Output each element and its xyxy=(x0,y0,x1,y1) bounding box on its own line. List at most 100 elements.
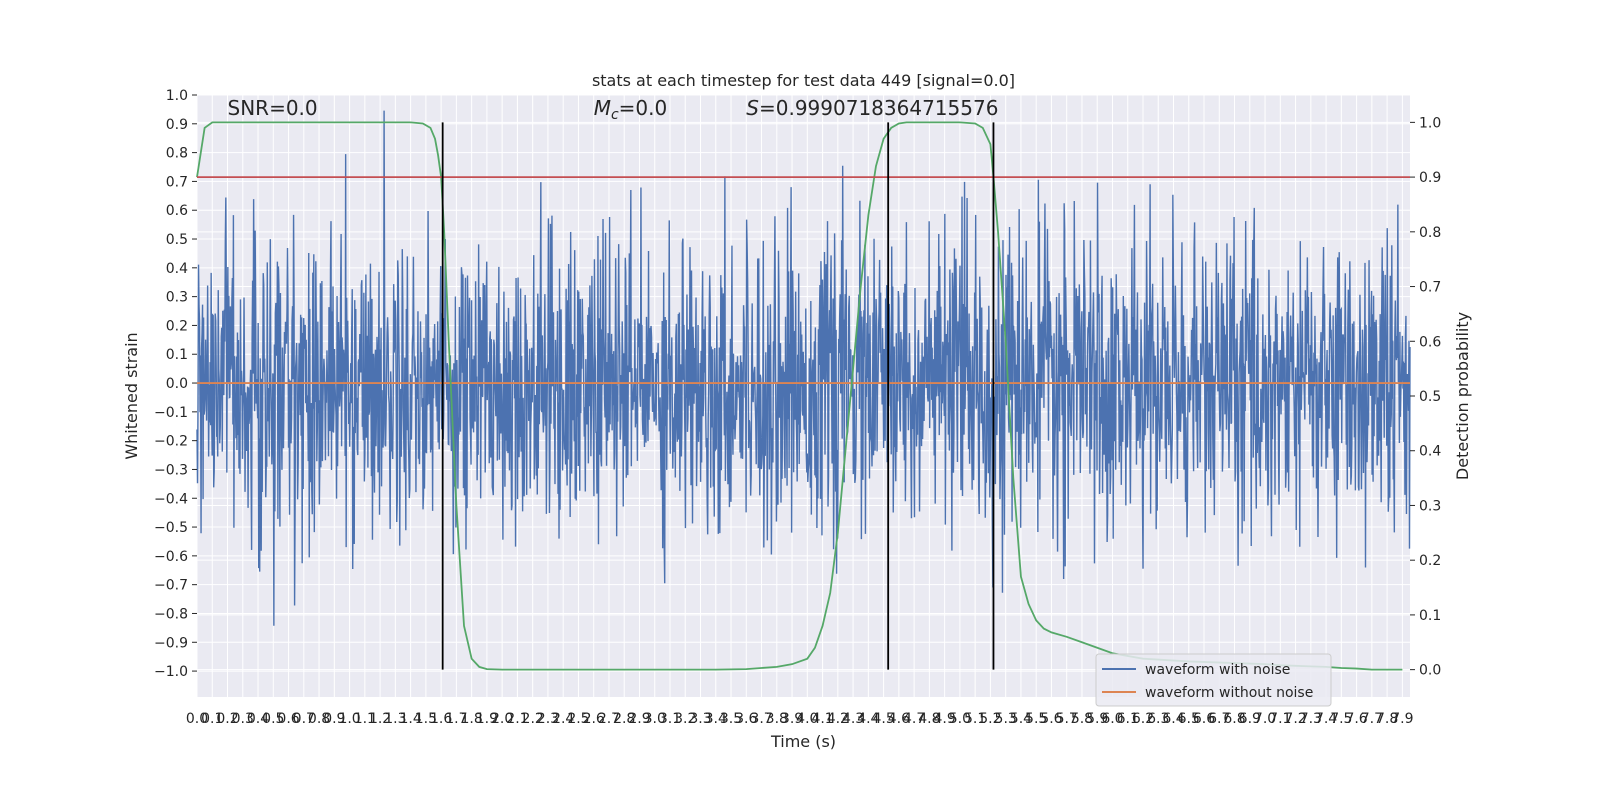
y-axis-label: Whitened strain xyxy=(122,332,141,459)
x-tick-label: 0.6 xyxy=(277,711,299,727)
y2-tick-label: 0.4 xyxy=(1419,444,1441,460)
x-tick-label: 6.4 xyxy=(1162,711,1184,727)
y-tick-label: −0.6 xyxy=(154,549,188,565)
x-tick-label: 0.8 xyxy=(308,711,330,727)
x-tick-label: 3.0 xyxy=(644,711,666,727)
x-tick-label: 6.1 xyxy=(1117,711,1139,727)
x-tick-label: 2.8 xyxy=(613,711,635,727)
x-tick-label: 1.0 xyxy=(338,711,360,727)
x-tick-label: 5.4 xyxy=(1010,711,1032,727)
x-tick-label: 7.0 xyxy=(1254,711,1276,727)
x-tick-label: 1.2 xyxy=(369,711,391,727)
x-tick-label: 1.4 xyxy=(399,711,421,727)
x-axis-ticks: 0.00.10.20.30.40.50.60.70.80.91.01.11.21… xyxy=(186,711,1414,727)
legend-entry-waveform-without-noise: waveform without noise xyxy=(1145,685,1313,701)
x-tick-label: 3.7 xyxy=(750,711,772,727)
x-tick-label: 4.3 xyxy=(842,711,864,727)
y-tick-label: 0.6 xyxy=(166,203,188,219)
x-tick-label: 2.3 xyxy=(537,711,559,727)
x-tick-label: 4.0 xyxy=(796,711,818,727)
x-tick-label: 3.5 xyxy=(720,711,742,727)
annotation: S=0.9990718364715576 xyxy=(746,96,998,120)
x-tick-label: 2.6 xyxy=(583,711,605,727)
x-tick-label: 5.7 xyxy=(1056,711,1078,727)
x-tick-label: 2.2 xyxy=(522,711,544,727)
x-tick-label: 6.9 xyxy=(1239,711,1261,727)
x-tick-label: 6.0 xyxy=(1101,711,1123,727)
x-tick-label: 4.6 xyxy=(888,711,910,727)
y2-tick-label: 0.3 xyxy=(1419,498,1441,514)
x-tick-label: 5.6 xyxy=(1040,711,1062,727)
x-tick-label: 4.7 xyxy=(903,711,925,727)
x-tick-label: 5.8 xyxy=(1071,711,1093,727)
annotation-value: =0.9990718364715576 xyxy=(759,96,998,120)
x-tick-label: 6.6 xyxy=(1193,711,1215,727)
y2-tick-label: 0.0 xyxy=(1419,663,1441,679)
y2-tick-label: 0.8 xyxy=(1419,225,1441,241)
x-tick-label: 1.5 xyxy=(415,711,437,727)
x-tick-label: 0.0 xyxy=(186,711,208,727)
x-tick-label: 5.0 xyxy=(949,711,971,727)
x-tick-label: 5.9 xyxy=(1086,711,1108,727)
x-tick-label: 1.9 xyxy=(476,711,498,727)
x-tick-label: 3.1 xyxy=(659,711,681,727)
y-tick-label: 0.4 xyxy=(166,261,188,277)
x-tick-label: 7.7 xyxy=(1361,711,1383,727)
x-tick-label: 3.4 xyxy=(705,711,727,727)
y-tick-label: 0.8 xyxy=(166,146,188,162)
x-tick-label: 1.3 xyxy=(384,711,406,727)
x-tick-label: 3.2 xyxy=(674,711,696,727)
x-tick-label: 7.3 xyxy=(1300,711,1322,727)
annotation-symbol: M xyxy=(594,96,611,120)
y-tick-label: −1.0 xyxy=(154,664,188,680)
y2-tick-label: 0.7 xyxy=(1419,280,1441,296)
y-tick-label: 0.1 xyxy=(166,347,188,363)
x-tick-label: 4.5 xyxy=(872,711,894,727)
x-tick-label: 6.5 xyxy=(1178,711,1200,727)
legend: waveform with noise waveform without noi… xyxy=(1095,653,1332,707)
x-tick-label: 7.1 xyxy=(1269,711,1291,727)
y-tick-label: 0.9 xyxy=(166,117,188,133)
y2-tick-label: 0.1 xyxy=(1419,608,1441,624)
y2-axis-label: Detection probability xyxy=(1453,312,1472,480)
y2-tick-label: 0.6 xyxy=(1419,334,1441,350)
x-tick-label: 2.4 xyxy=(552,711,574,727)
y-tick-label: 0.2 xyxy=(166,318,188,334)
x-tick-label: 5.2 xyxy=(979,711,1001,727)
y2-tick-label: 0.5 xyxy=(1419,389,1441,405)
y2-tick-label: 0.2 xyxy=(1419,553,1441,569)
annotation-value: =0.0 xyxy=(619,96,668,120)
x-tick-label: 0.3 xyxy=(232,711,254,727)
x-tick-label: 2.9 xyxy=(628,711,650,727)
annotations: SNR=0.0 Mc=0.0 S=0.9990718364715576 xyxy=(228,96,999,123)
x-tick-label: 1.1 xyxy=(354,711,376,727)
x-tick-label: 0.9 xyxy=(323,711,345,727)
x-tick-label: 1.7 xyxy=(445,711,467,727)
legend-box xyxy=(1095,653,1332,707)
x-tick-label: 6.3 xyxy=(1147,711,1169,727)
x-tick-label: 4.4 xyxy=(857,711,879,727)
y-tick-label: −0.8 xyxy=(154,606,188,622)
y-tick-label: 0.3 xyxy=(166,290,188,306)
x-axis-label: Time (s) xyxy=(770,732,836,751)
x-tick-label: 0.2 xyxy=(216,711,238,727)
annotation-subscript: c xyxy=(611,107,619,123)
x-tick-label: 7.2 xyxy=(1284,711,1306,727)
x-tick-label: 5.1 xyxy=(964,711,986,727)
x-tick-label: 5.5 xyxy=(1025,711,1047,727)
x-tick-label: 3.3 xyxy=(689,711,711,727)
annotation: SNR=0.0 xyxy=(228,96,318,120)
x-tick-label: 3.6 xyxy=(735,711,757,727)
x-tick-label: 4.1 xyxy=(811,711,833,727)
x-tick-label: 6.7 xyxy=(1208,711,1230,727)
annotation-symbol: S xyxy=(746,96,759,120)
x-tick-label: 0.4 xyxy=(247,711,269,727)
x-tick-label: 0.7 xyxy=(293,711,315,727)
x-tick-label: 6.2 xyxy=(1132,711,1154,727)
x-tick-label: 6.8 xyxy=(1223,711,1245,727)
x-tick-label: 7.9 xyxy=(1391,711,1413,727)
x-tick-label: 3.8 xyxy=(766,711,788,727)
annotation: Mc=0.0 xyxy=(594,96,668,123)
x-tick-label: 2.7 xyxy=(598,711,620,727)
